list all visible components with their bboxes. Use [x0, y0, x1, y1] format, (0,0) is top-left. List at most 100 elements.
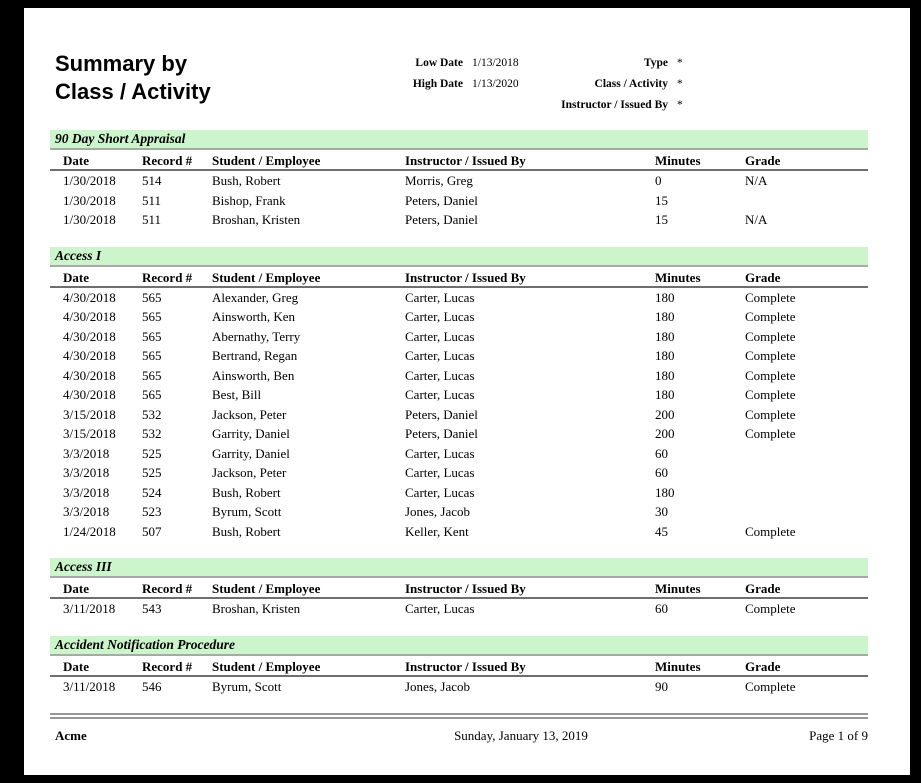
column-header-instructor: Instructor / Issued By — [405, 153, 526, 168]
cell-grade — [745, 483, 868, 503]
cell-record: 507 — [142, 523, 162, 539]
table-row: 4/30/2018 565 Alexander, Greg Carter, Lucas… — [50, 288, 868, 308]
filter-group-dates: Low Date 1/13/2018 High Date 1/13/2020 — [284, 57, 519, 99]
column-header-student: Student / Employee — [212, 658, 321, 674]
filter-class-activity: Class / Activity * — [468, 78, 683, 92]
cell-instructor: Morris, Greg — [405, 173, 473, 188]
table-row: 4/30/2018 565 Abernathy, Terry Carter, Luca… — [50, 327, 868, 347]
cell-date: 3/3/2018 — [63, 504, 110, 519]
cell-instructor: Peters, Daniel — [405, 406, 478, 422]
cell-minutes: 180 — [655, 348, 675, 363]
table-row: 3/11/2018 546 Byrum, Scott Jones, Jacob 90 Co… — [50, 677, 868, 697]
cell-instructor: Carter, Lucas — [405, 309, 475, 324]
cell-record: 565 — [142, 309, 162, 324]
page-title-line1: Summary by — [55, 51, 188, 76]
cell-minutes: 180 — [655, 289, 675, 305]
column-header-minutes: Minutes — [655, 269, 701, 285]
cell-instructor: Peters, Daniel — [405, 426, 478, 441]
table-row: 3/3/2018 524 Bush, Robert Carter, Lucas 180 — [50, 483, 868, 503]
table-row: 1/30/2018 511 Bishop, Frank Peters, Daniel 1… — [50, 191, 868, 211]
cell-student: Bush, Robert — [212, 173, 281, 188]
filter-class-activity-value: * — [677, 78, 683, 90]
column-header-grade: Grade — [745, 153, 781, 168]
section-title: Access III — [55, 559, 112, 574]
column-header-row: Date Record # Student / Employee Instructor… — [50, 152, 868, 171]
cell-student: Alexander, Greg — [212, 289, 299, 305]
filter-type-value: * — [677, 57, 683, 69]
cell-student: Bush, Robert — [212, 484, 281, 500]
cell-record: 511 — [142, 192, 162, 208]
cell-record: 524 — [142, 484, 162, 500]
cell-instructor: Carter, Lucas — [405, 445, 475, 461]
column-header-instructor: Instructor / Issued By — [405, 269, 526, 285]
cell-minutes: 45 — [655, 523, 668, 539]
cell-date: 3/3/2018 — [63, 445, 110, 461]
table-row: 3/15/2018 532 Garrity, Daniel Peters, Danie… — [50, 424, 868, 444]
cell-student: Garrity, Daniel — [212, 426, 290, 441]
cell-date: 3/11/2018 — [63, 601, 116, 616]
cell-date: 4/30/2018 — [63, 348, 116, 363]
column-header-instructor: Instructor / Issued By — [405, 658, 526, 674]
footer-page-number: Page 1 of 9 — [809, 728, 868, 743]
column-header-date: Date — [63, 658, 89, 674]
report-header: Summary by Class / Activity Low Date 1/1… — [24, 8, 910, 130]
cell-date: 3/15/2018 — [63, 406, 116, 422]
cell-record: 511 — [142, 212, 162, 227]
table-row: 4/30/2018 565 Best, Bill Carter, Lucas 180 Co… — [50, 385, 868, 405]
column-header-date: Date — [63, 269, 89, 285]
cell-minutes: 60 — [655, 601, 668, 616]
column-header-minutes: Minutes — [655, 658, 701, 674]
column-header-date: Date — [63, 153, 89, 168]
column-header-record: Record # — [142, 269, 193, 285]
cell-date: 4/30/2018 — [63, 309, 116, 324]
cell-grade: Complete — [745, 406, 796, 422]
cell-student: Byrum, Scott — [212, 678, 282, 694]
cell-record: 532 — [142, 426, 162, 441]
cell-grade — [745, 463, 868, 483]
section-0: 90 Day Short Appraisal Date Record # Studen… — [50, 130, 868, 230]
cell-instructor: Jones, Jacob — [405, 678, 470, 694]
table-row: 4/30/2018 565 Ainsworth, Ken Carter, Lucas 1… — [50, 307, 868, 327]
cell-minutes: 180 — [655, 367, 675, 383]
cell-date: 4/30/2018 — [63, 367, 116, 383]
table-row: 3/11/2018 543 Broshan, Kristen Carter, Luca… — [50, 599, 868, 619]
cell-grade — [745, 191, 868, 211]
cell-student: Broshan, Kristen — [212, 601, 301, 616]
cell-student: Bertrand, Regan — [212, 348, 298, 363]
filter-low-date-value: 1/13/2018 — [472, 57, 519, 69]
cell-student: Ainsworth, Ken — [212, 309, 296, 324]
section-1: Access I Date Record # Student / Employee In… — [50, 246, 868, 542]
column-header-record: Record # — [142, 658, 193, 674]
cell-grade: Complete — [745, 348, 796, 363]
report-footer: Acme Sunday, January 13, 2019 Page 1 of … — [24, 728, 910, 748]
cell-minutes: 15 — [655, 212, 668, 227]
section-header-bar: Access I — [50, 246, 868, 267]
cell-record: 543 — [142, 601, 162, 616]
cell-record: 525 — [142, 445, 162, 461]
cell-student: Bishop, Frank — [212, 192, 286, 208]
column-header-grade: Grade — [745, 581, 781, 596]
cell-date: 3/11/2018 — [63, 678, 116, 694]
cell-student: Best, Bill — [212, 387, 262, 402]
section-header-bar: 90 Day Short Appraisal — [50, 130, 868, 150]
cell-student: Garrity, Daniel — [212, 445, 290, 461]
section-3: Accident Notification Procedure Date Recor… — [50, 635, 868, 697]
cell-instructor: Keller, Kent — [405, 523, 469, 539]
footer-date: Sunday, January 13, 2019 — [454, 728, 588, 743]
filter-group-selectors: Type * Class / Activity * Instructor / I… — [468, 57, 683, 120]
filter-low-date: Low Date 1/13/2018 — [284, 57, 519, 71]
filter-class-activity-label: Class / Activity — [594, 78, 668, 90]
cell-instructor: Carter, Lucas — [405, 289, 475, 305]
sections: 90 Day Short Appraisal Date Record # Studen… — [24, 130, 910, 696]
cell-record: 514 — [142, 173, 162, 188]
cell-date: 4/30/2018 — [63, 289, 116, 305]
table-row: 1/24/2018 507 Bush, Robert Keller, Kent 45 Co… — [50, 522, 868, 542]
cell-student: Jackson, Peter — [212, 406, 287, 422]
cell-minutes: 180 — [655, 387, 675, 402]
cell-date: 3/15/2018 — [63, 426, 116, 441]
section-title: Access I — [55, 247, 102, 263]
filter-instructor-value: * — [677, 99, 683, 111]
cell-grade: N/A — [745, 173, 768, 188]
cell-minutes: 180 — [655, 309, 675, 324]
cell-grade: N/A — [745, 212, 768, 227]
